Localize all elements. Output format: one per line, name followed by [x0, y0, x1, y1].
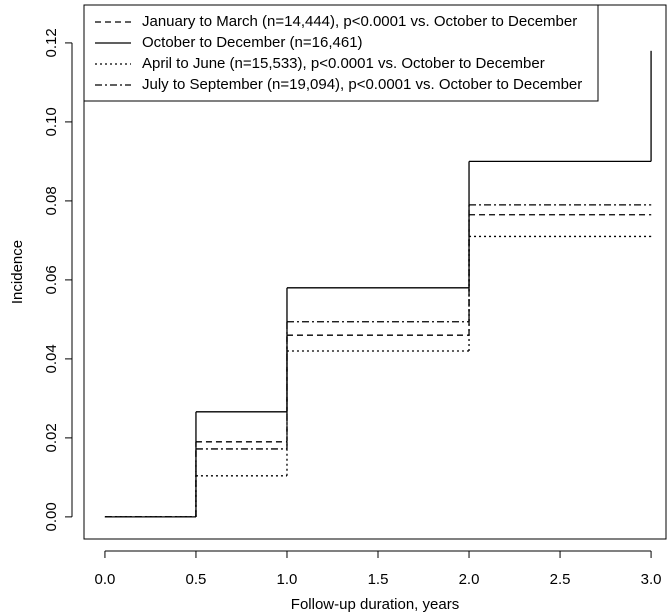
- y-tick-label: 0.08: [43, 186, 60, 215]
- x-tick-label: 2.5: [550, 571, 571, 588]
- y-tick-label: 0.00: [43, 502, 60, 531]
- legend-label: January to March (n=14,444), p<0.0001 vs…: [142, 13, 577, 30]
- y-tick-label: 0.04: [43, 344, 60, 373]
- y-axis-label: Incidence: [9, 240, 26, 304]
- y-tick-label: 0.02: [43, 423, 60, 452]
- x-tick-label: 0.5: [186, 571, 207, 588]
- y-tick-label: 0.06: [43, 265, 60, 294]
- legend-box: [83, 4, 599, 102]
- legend-label: April to June (n=15,533), p<0.0001 vs. O…: [142, 55, 545, 72]
- legend-label: October to December (n=16,461): [142, 34, 363, 51]
- x-tick-label: 0.0: [95, 571, 116, 588]
- y-tick-label: 0.12: [43, 28, 60, 57]
- y-tick-label: 0.10: [43, 107, 60, 136]
- x-tick-label: 2.0: [459, 571, 480, 588]
- x-tick-label: 1.5: [368, 571, 389, 588]
- legend-label: July to September (n=19,094), p<0.0001 v…: [142, 76, 582, 93]
- x-axis-label: Follow-up duration, years: [291, 596, 459, 613]
- x-tick-label: 1.0: [277, 571, 298, 588]
- x-tick-label: 3.0: [641, 571, 662, 588]
